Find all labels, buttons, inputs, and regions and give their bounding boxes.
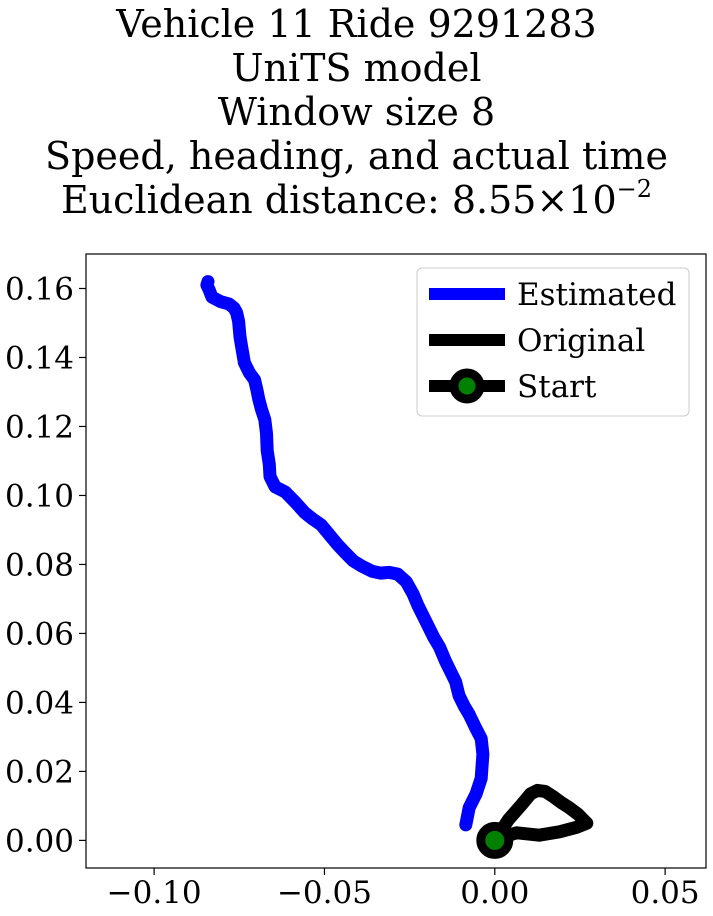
- title-line-1: Vehicle 11 Ride 9291283: [116, 2, 597, 46]
- plot-frame: [85, 253, 707, 869]
- legend-label-start: Start: [517, 369, 597, 405]
- distance-times: ×: [536, 178, 569, 222]
- title-line-5: Euclidean distance: 8.55×10−2: [0, 175, 713, 222]
- y-tick-label: 0.08: [5, 547, 74, 583]
- x-tick-label: 0.00: [460, 875, 529, 911]
- y-tick-label: 0.14: [5, 340, 74, 376]
- title-line-2: UniTS model: [231, 46, 482, 90]
- title-line-4: Speed, heading, and actual time: [45, 134, 668, 178]
- series-line-estimated: [200, 275, 490, 832]
- chart-title: Vehicle 11 Ride 9291283 UniTS model Wind…: [0, 2, 713, 222]
- y-tick-label: 0.12: [5, 409, 74, 445]
- series-line-original: [488, 783, 594, 847]
- y-tick-label: 0.10: [5, 478, 74, 514]
- distance-prefix: Euclidean distance:: [60, 178, 452, 222]
- y-tick-label: 0.00: [5, 823, 74, 859]
- legend-label-estimated: Estimated: [517, 277, 676, 313]
- y-tick-label: 0.06: [5, 616, 74, 652]
- legend-start-marker: [449, 368, 485, 404]
- x-tick-label: 0.05: [631, 875, 700, 911]
- x-tick-label: −0.10: [107, 875, 202, 911]
- y-tick-label: 0.16: [5, 271, 74, 307]
- legend-label-original: Original: [517, 323, 645, 359]
- x-tick-label: −0.05: [277, 875, 372, 911]
- y-tick-label: 0.04: [5, 685, 74, 721]
- start-point-marker: [476, 821, 514, 859]
- title-line-3: Window size 8: [217, 90, 496, 134]
- distance-exponent: −2: [616, 175, 653, 203]
- distance-mantissa: 8.55: [451, 178, 537, 222]
- y-tick-label: 0.02: [5, 754, 74, 790]
- legend-box: [416, 267, 690, 417]
- distance-base: 10: [568, 178, 617, 222]
